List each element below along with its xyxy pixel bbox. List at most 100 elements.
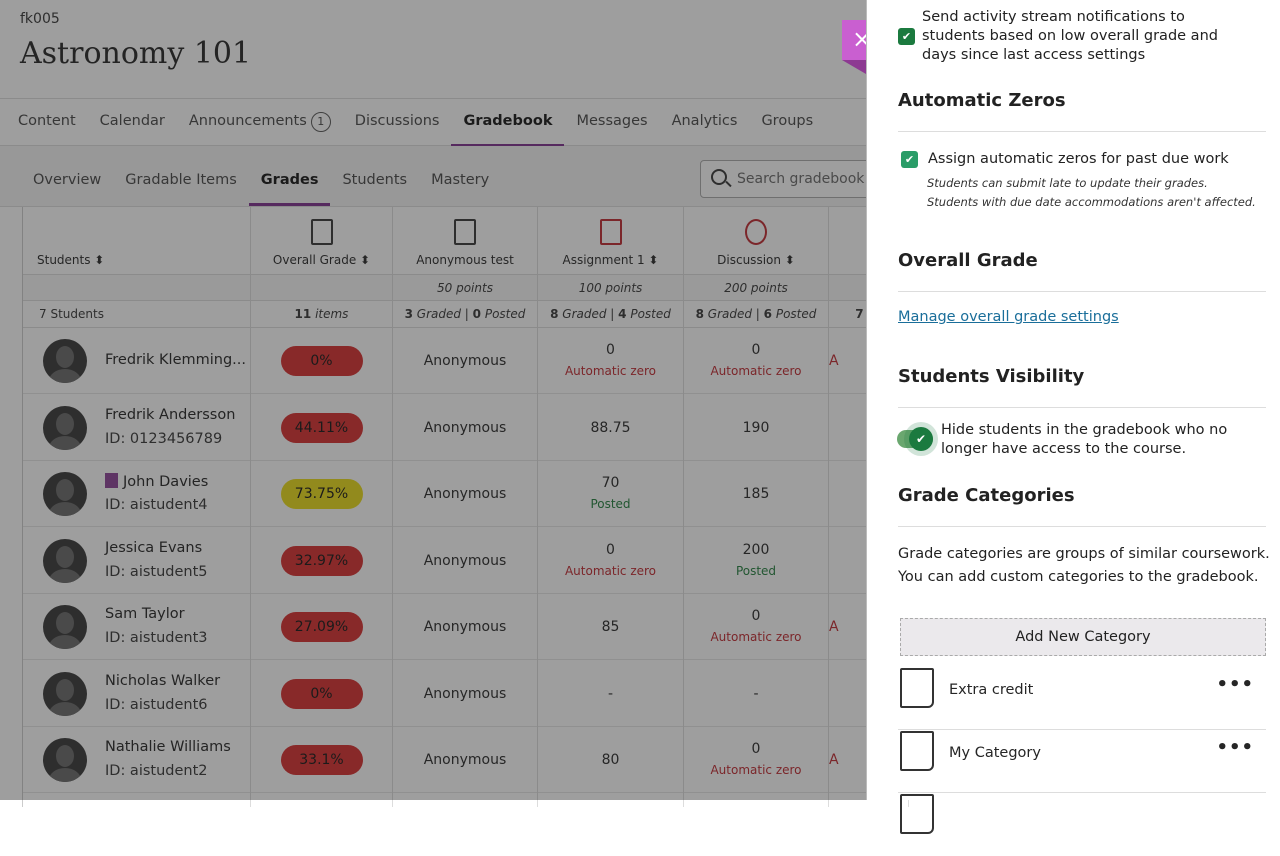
- more-options-icon[interactable]: •••: [1216, 737, 1254, 758]
- subtab-grades[interactable]: Grades: [248, 146, 331, 206]
- grade-column: Assignment 1 ⬍ 100 points 8 Graded | 4 P…: [538, 207, 684, 807]
- student-row[interactable]: Nicholas Walker ID: aistudent6: [23, 661, 250, 727]
- student-row[interactable]: Fredrik Klemming...: [23, 328, 250, 394]
- grade-cell[interactable]: -: [753, 685, 759, 702]
- overall-grade-pill[interactable]: 0%: [280, 678, 363, 709]
- avatar: [43, 671, 87, 716]
- grade-cell[interactable]: 80: [601, 752, 620, 768]
- column-points: 100 points: [538, 275, 683, 301]
- grade-cell[interactable]: Anonymous: [423, 419, 507, 436]
- auto-zeros-label: Assign automatic zeros for past due work: [928, 151, 1229, 167]
- course-nav: Content Calendar Announcements 1 Discussions…: [0, 98, 1280, 147]
- grade-cell[interactable]: A: [829, 353, 839, 369]
- grade-column: Anonymous test 50 points 3 Graded | 0 Po…: [393, 207, 538, 807]
- grade-cell[interactable]: 70: [601, 475, 620, 491]
- grade-cell[interactable]: -: [607, 685, 614, 702]
- hide-students-toggle[interactable]: ✔: [897, 427, 933, 451]
- grade-cell[interactable]: 0: [606, 342, 615, 358]
- tab-gradebook[interactable]: Gradebook: [451, 99, 565, 147]
- grade-cell[interactable]: Anonymous: [423, 619, 507, 635]
- grade-cell[interactable]: 200: [742, 541, 770, 558]
- add-category-button[interactable]: Add New Category: [900, 618, 1266, 656]
- grade-cell[interactable]: A: [829, 752, 839, 768]
- overall-grade-pill[interactable]: 33.1%: [280, 745, 363, 775]
- column-header[interactable]: Assignment 1 ⬍: [562, 253, 659, 267]
- grade-cell[interactable]: 88.75: [590, 419, 631, 436]
- subtab-mastery[interactable]: Mastery: [431, 172, 490, 188]
- divider: [898, 131, 1266, 132]
- grade-cell[interactable]: 85: [601, 619, 620, 635]
- grade-cell[interactable]: Anonymous: [423, 685, 507, 702]
- student-name: Nathalie Williams: [105, 739, 231, 755]
- discussion-icon: [745, 219, 767, 245]
- tab-analytics[interactable]: Analytics: [671, 113, 738, 129]
- column-header[interactable]: Anonymous test: [416, 253, 514, 267]
- more-options-icon[interactable]: •••: [1216, 674, 1254, 695]
- tab-content[interactable]: Content: [18, 113, 76, 129]
- grade-cell[interactable]: 185: [742, 486, 770, 502]
- student-name: Sam Taylor: [105, 606, 185, 622]
- tab-discussions[interactable]: Discussions: [354, 113, 440, 129]
- student-name: Fredrik Andersson: [105, 406, 236, 423]
- student-row[interactable]: Sam Taylor ID: aistudent3: [23, 594, 250, 660]
- grade-cell[interactable]: 0: [751, 342, 761, 358]
- student-row[interactable]: Jessica Evans ID: aistudent5: [23, 528, 250, 594]
- avatar: [43, 605, 87, 649]
- notify-label: Send activity stream notifications to st…: [922, 9, 1218, 63]
- gradebook-settings-panel: ✔ Send activity stream notifications to …: [866, 0, 1280, 834]
- modal-overlay[interactable]: [0, 0, 866, 800]
- student-row[interactable]: Nathalie Williams ID: aistudent2: [23, 727, 250, 793]
- column-header[interactable]: Discussion ⬍: [717, 253, 795, 267]
- student-row[interactable]: Fredrik Andersson ID: 0123456789: [23, 395, 250, 461]
- tab-messages[interactable]: Messages: [576, 113, 648, 129]
- accommodation-icon: [105, 473, 118, 488]
- column-summary: 8 Graded | 6 Posted: [684, 301, 828, 328]
- grade-cell[interactable]: Anonymous: [423, 353, 507, 369]
- document-icon: [900, 731, 934, 771]
- student-name: John Davies: [123, 474, 209, 490]
- notify-checkbox[interactable]: ✔: [898, 28, 915, 45]
- column-summary: 3 Graded | 0 Posted: [393, 301, 537, 328]
- column-header[interactable]: Overall Grade ⬍: [272, 253, 371, 267]
- subtab-overview[interactable]: Overview: [33, 172, 102, 188]
- grade-cell[interactable]: A: [829, 619, 839, 635]
- grade-status: Automatic zero: [710, 364, 802, 378]
- subtab-gradable-items[interactable]: Gradable Items: [125, 172, 237, 188]
- categories-description: Grade categories are groups of similar c…: [898, 546, 1270, 585]
- tab-calendar[interactable]: Calendar: [99, 113, 165, 129]
- grade-status: Posted: [735, 563, 777, 578]
- grade-cell[interactable]: 0: [606, 541, 615, 558]
- grade-status: Automatic zero: [564, 364, 657, 378]
- overall-grade-pill[interactable]: 32.97%: [280, 545, 363, 576]
- grade-cell[interactable]: 190: [742, 419, 770, 436]
- grade-categories-heading: Grade Categories: [898, 485, 1075, 506]
- auto-zeros-heading: Automatic Zeros: [898, 90, 1066, 111]
- overall-grade-pill[interactable]: 0%: [280, 346, 363, 376]
- tab-groups[interactable]: Groups: [761, 113, 814, 129]
- divider: [898, 291, 1266, 292]
- grade-status: Automatic zero: [710, 630, 802, 644]
- avatar: [43, 405, 87, 450]
- overall-grade-pill[interactable]: 73.75%: [280, 479, 363, 509]
- student-id: ID: aistudent4: [105, 497, 208, 513]
- grade-cell[interactable]: Anonymous: [423, 552, 507, 569]
- grade-status: Automatic zero: [564, 563, 657, 578]
- subtab-students[interactable]: Students: [342, 172, 408, 188]
- search-icon: [711, 169, 727, 185]
- student-row[interactable]: John Davies ID: aistudent4: [23, 461, 250, 527]
- overall-grade-pill[interactable]: 44.11%: [280, 412, 363, 443]
- grade-cell[interactable]: Anonymous: [423, 486, 507, 502]
- grade-cell[interactable]: 0: [751, 741, 761, 757]
- auto-zeros-checkbox[interactable]: ✔: [901, 151, 918, 168]
- divider: [898, 407, 1266, 408]
- manage-overall-grade-link[interactable]: Manage overall grade settings: [898, 309, 1119, 325]
- student-name: Nicholas Walker: [105, 672, 221, 689]
- grade-cell[interactable]: 0: [751, 608, 761, 624]
- sort-students[interactable]: Students ⬍: [37, 253, 105, 267]
- grade-cell[interactable]: Anonymous: [423, 752, 507, 768]
- test-icon: [454, 219, 476, 245]
- students-visibility-heading: Students Visibility: [898, 366, 1085, 387]
- tab-announcements[interactable]: Announcements 1: [189, 99, 331, 145]
- overall-grade-pill[interactable]: 27.09%: [280, 612, 363, 642]
- avatar: [43, 339, 87, 383]
